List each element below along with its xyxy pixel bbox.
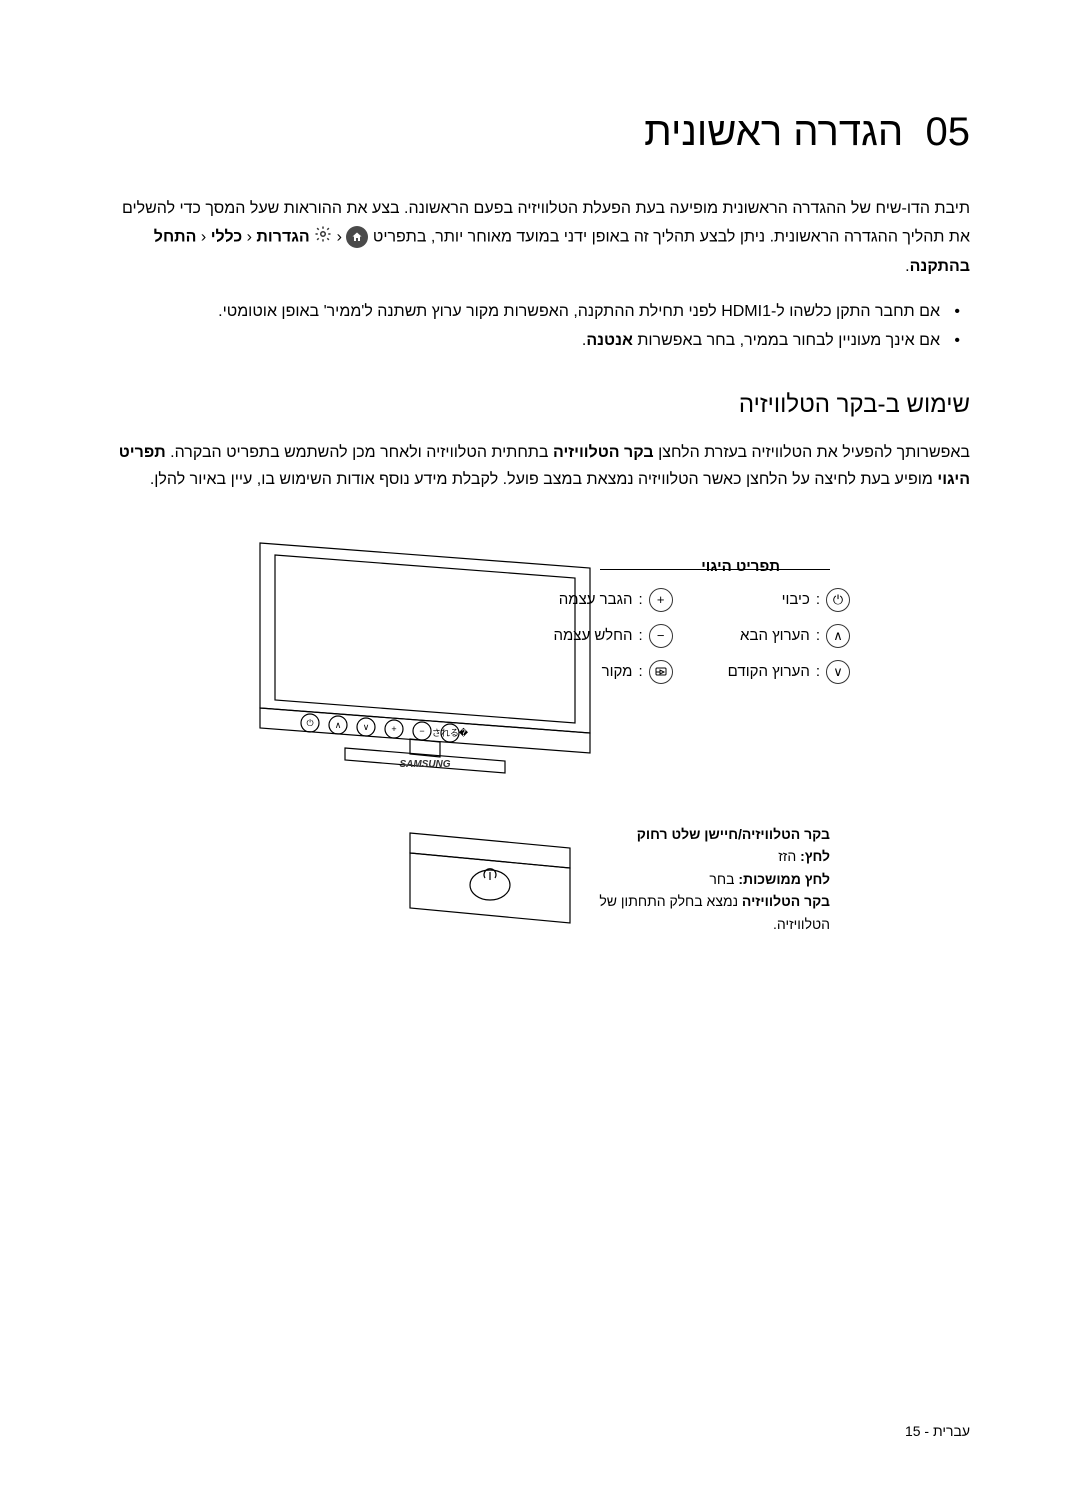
bullet-2: אם אינך מעוניין לבחור בממיר, בחר באפשרות… — [110, 327, 940, 356]
svg-text:∨: ∨ — [363, 722, 370, 732]
sensor-line2-val: הזז — [778, 848, 800, 864]
sensor-illustration — [400, 823, 580, 943]
sensor-line1: בקר הטלוויזיה/חיישן שלט רחוק — [585, 823, 830, 845]
label-power: כיבוי — [782, 591, 810, 608]
down-icon: ∨ — [826, 660, 850, 684]
home-icon — [346, 226, 368, 248]
menu-item-ch-next: ∧ : הערוץ הבא — [728, 624, 850, 648]
path-general: כללי — [211, 229, 243, 246]
sensor-line2: לחץ: הזז — [585, 845, 830, 867]
intro-paragraph: תיבת הדו-שיח של ההגדרה הראשונית מופיעה ב… — [110, 195, 970, 280]
up-icon: ∧ — [826, 624, 850, 648]
svg-text:−: − — [419, 726, 424, 736]
label-vol-down: החלש עצמה — [553, 627, 632, 644]
menu-columns: ⏻ : כיבוי ∧ : הערוץ הבא ∨ : הערוץ הקודם … — [553, 588, 850, 684]
section-text: באפשרותך להפעיל את הטלוויזיה בעזרת הלחצן… — [110, 439, 970, 493]
sensor-line3-label: לחץ ממושכות: — [738, 871, 830, 887]
bullet-list: אם תחבר התקן כלשהו ל-HDMI1 לפני תחילת הה… — [110, 298, 970, 356]
path-sep-3: ‹ — [196, 229, 206, 246]
menu-item-vol-up: + : הגבר עצמה — [553, 588, 672, 612]
minus-icon: − — [649, 624, 673, 648]
sensor-line4-bold: בקר הטלוויזיה — [742, 893, 830, 909]
power-icon: ⏻ — [826, 588, 850, 612]
sensor-line3: לחץ ממושכות: בחר — [585, 868, 830, 890]
bullet-2-pre: אם אינך מעוניין לבחור בממיר, בחר באפשרות — [633, 332, 940, 349]
section-text-mid: בתחתית הטלוויזיה ולאחר מכן להשתמש בתפריט… — [166, 444, 553, 461]
sensor-line2-label: לחץ: — [800, 848, 830, 864]
bullet-1: אם תחבר התקן כלשהו ל-HDMI1 לפני תחילת הה… — [110, 298, 940, 327]
svg-text:∧: ∧ — [335, 720, 342, 730]
menu-item-vol-down: − : החלש עצמה — [553, 624, 672, 648]
label-source: מקור — [602, 663, 633, 680]
gear-icon — [314, 222, 332, 253]
chapter-number: 05 — [926, 110, 971, 154]
menu-item-power: ⏻ : כיבוי — [728, 588, 850, 612]
bullet-2-bold: אנטנה — [586, 332, 633, 349]
plus-icon: + — [649, 588, 673, 612]
page-footer: עברית - 15 — [905, 1423, 970, 1439]
label-ch-next: הערוץ הבא — [740, 627, 810, 644]
diagram: ⏻ ∧ ∨ + − �される SAMSUNG תפריט היגוי ⏻ : כ… — [190, 533, 890, 1013]
sensor-line3-val: בחר — [709, 871, 738, 887]
section-text-post: מופיע בעת לחיצה על הלחצן כאשר הטלוויזיה … — [150, 471, 938, 488]
svg-text:�される: �される — [432, 727, 469, 738]
section-text-bold1: בקר הטלוויזיה — [553, 444, 654, 461]
tv-illustration: ⏻ ∧ ∨ + − �される SAMSUNG — [190, 533, 610, 803]
path-sep-2: ‹ — [242, 229, 252, 246]
path-sep-1: ‹ — [332, 229, 342, 246]
path-settings: הגדרות — [256, 229, 309, 246]
section-text-pre: באפשרותך להפעיל את הטלוויזיה בעזרת הלחצן — [654, 444, 970, 461]
menu-col-1: ⏻ : כיבוי ∧ : הערוץ הבא ∨ : הערוץ הקודם — [728, 588, 850, 684]
menu-item-ch-prev: ∨ : הערוץ הקודם — [728, 660, 850, 684]
svg-text:+: + — [391, 724, 396, 734]
chapter-name: הגדרה ראשונית — [644, 110, 903, 154]
chapter-title: 05 הגדרה ראשונית — [110, 110, 970, 155]
menu-label: תפריט היגוי — [701, 558, 780, 575]
menu-item-source: : מקור — [553, 660, 672, 684]
section-title: שימוש ב-בקר הטלוויזיה — [110, 391, 970, 419]
source-icon — [649, 660, 673, 684]
label-ch-prev: הערוץ הקודם — [728, 663, 810, 680]
label-vol-up: הגבר עצמה — [559, 591, 633, 608]
svg-text:⏻: ⏻ — [306, 718, 313, 728]
brand-label: SAMSUNG — [399, 759, 450, 770]
sensor-line4: בקר הטלוויזיה נמצא בחלק התחתון של הטלווי… — [585, 890, 830, 935]
sensor-text: בקר הטלוויזיה/חיישן שלט רחוק לחץ: הזז לח… — [585, 823, 830, 935]
menu-col-2: + : הגבר עצמה − : החלש עצמה : מקור — [553, 588, 672, 684]
